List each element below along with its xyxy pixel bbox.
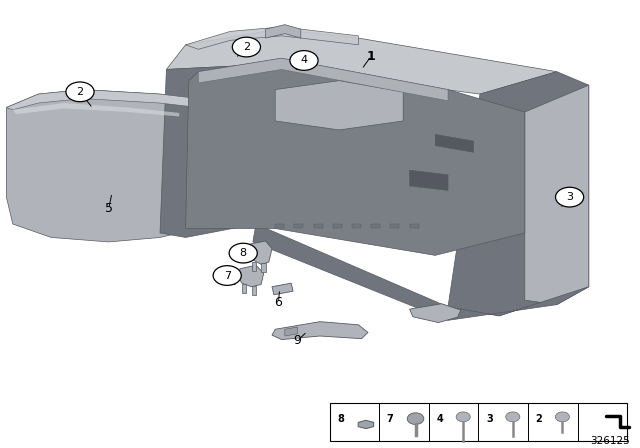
Text: 7: 7 — [223, 271, 231, 280]
Polygon shape — [294, 224, 303, 228]
Polygon shape — [275, 224, 284, 228]
Circle shape — [232, 37, 260, 57]
Text: 3: 3 — [566, 192, 573, 202]
Polygon shape — [186, 27, 358, 49]
Circle shape — [407, 413, 424, 425]
Text: 2: 2 — [76, 87, 84, 97]
Polygon shape — [6, 90, 198, 242]
Circle shape — [229, 243, 257, 263]
Polygon shape — [272, 322, 368, 340]
Text: 3: 3 — [486, 414, 493, 424]
Polygon shape — [198, 58, 448, 101]
Polygon shape — [248, 241, 272, 264]
Text: 4: 4 — [300, 56, 308, 65]
Text: 1: 1 — [367, 49, 376, 63]
Polygon shape — [242, 284, 246, 293]
Polygon shape — [166, 29, 557, 94]
Polygon shape — [358, 420, 374, 429]
Circle shape — [506, 412, 520, 422]
Circle shape — [66, 82, 94, 102]
Polygon shape — [410, 170, 448, 190]
Text: 4: 4 — [436, 414, 443, 424]
Polygon shape — [410, 224, 419, 228]
Circle shape — [556, 412, 570, 422]
Polygon shape — [160, 65, 256, 237]
Polygon shape — [390, 224, 399, 228]
Polygon shape — [448, 72, 589, 316]
Polygon shape — [333, 224, 342, 228]
Text: 7: 7 — [387, 414, 394, 424]
Polygon shape — [275, 81, 403, 130]
Polygon shape — [6, 90, 198, 110]
Text: 2: 2 — [536, 414, 542, 424]
Circle shape — [290, 51, 318, 70]
Text: 2: 2 — [243, 42, 250, 52]
Circle shape — [456, 412, 470, 422]
Polygon shape — [410, 304, 461, 323]
Polygon shape — [285, 327, 298, 336]
Text: 9: 9 — [294, 334, 301, 347]
Polygon shape — [252, 262, 256, 271]
Circle shape — [213, 266, 241, 285]
Circle shape — [556, 187, 584, 207]
Polygon shape — [253, 224, 589, 320]
Polygon shape — [371, 224, 380, 228]
Polygon shape — [186, 58, 525, 255]
Bar — [330, 403, 627, 441]
Text: 8: 8 — [337, 414, 344, 424]
Polygon shape — [238, 265, 264, 287]
Polygon shape — [13, 103, 179, 116]
Polygon shape — [435, 134, 474, 152]
Text: 326125: 326125 — [591, 436, 630, 446]
Polygon shape — [352, 224, 361, 228]
Polygon shape — [266, 25, 301, 38]
Polygon shape — [272, 283, 293, 295]
Text: 6: 6 — [275, 296, 282, 309]
Polygon shape — [314, 224, 323, 228]
Text: 5: 5 — [105, 202, 113, 215]
Polygon shape — [261, 263, 266, 272]
Polygon shape — [252, 286, 256, 295]
Text: 8: 8 — [239, 248, 247, 258]
Polygon shape — [525, 85, 589, 305]
